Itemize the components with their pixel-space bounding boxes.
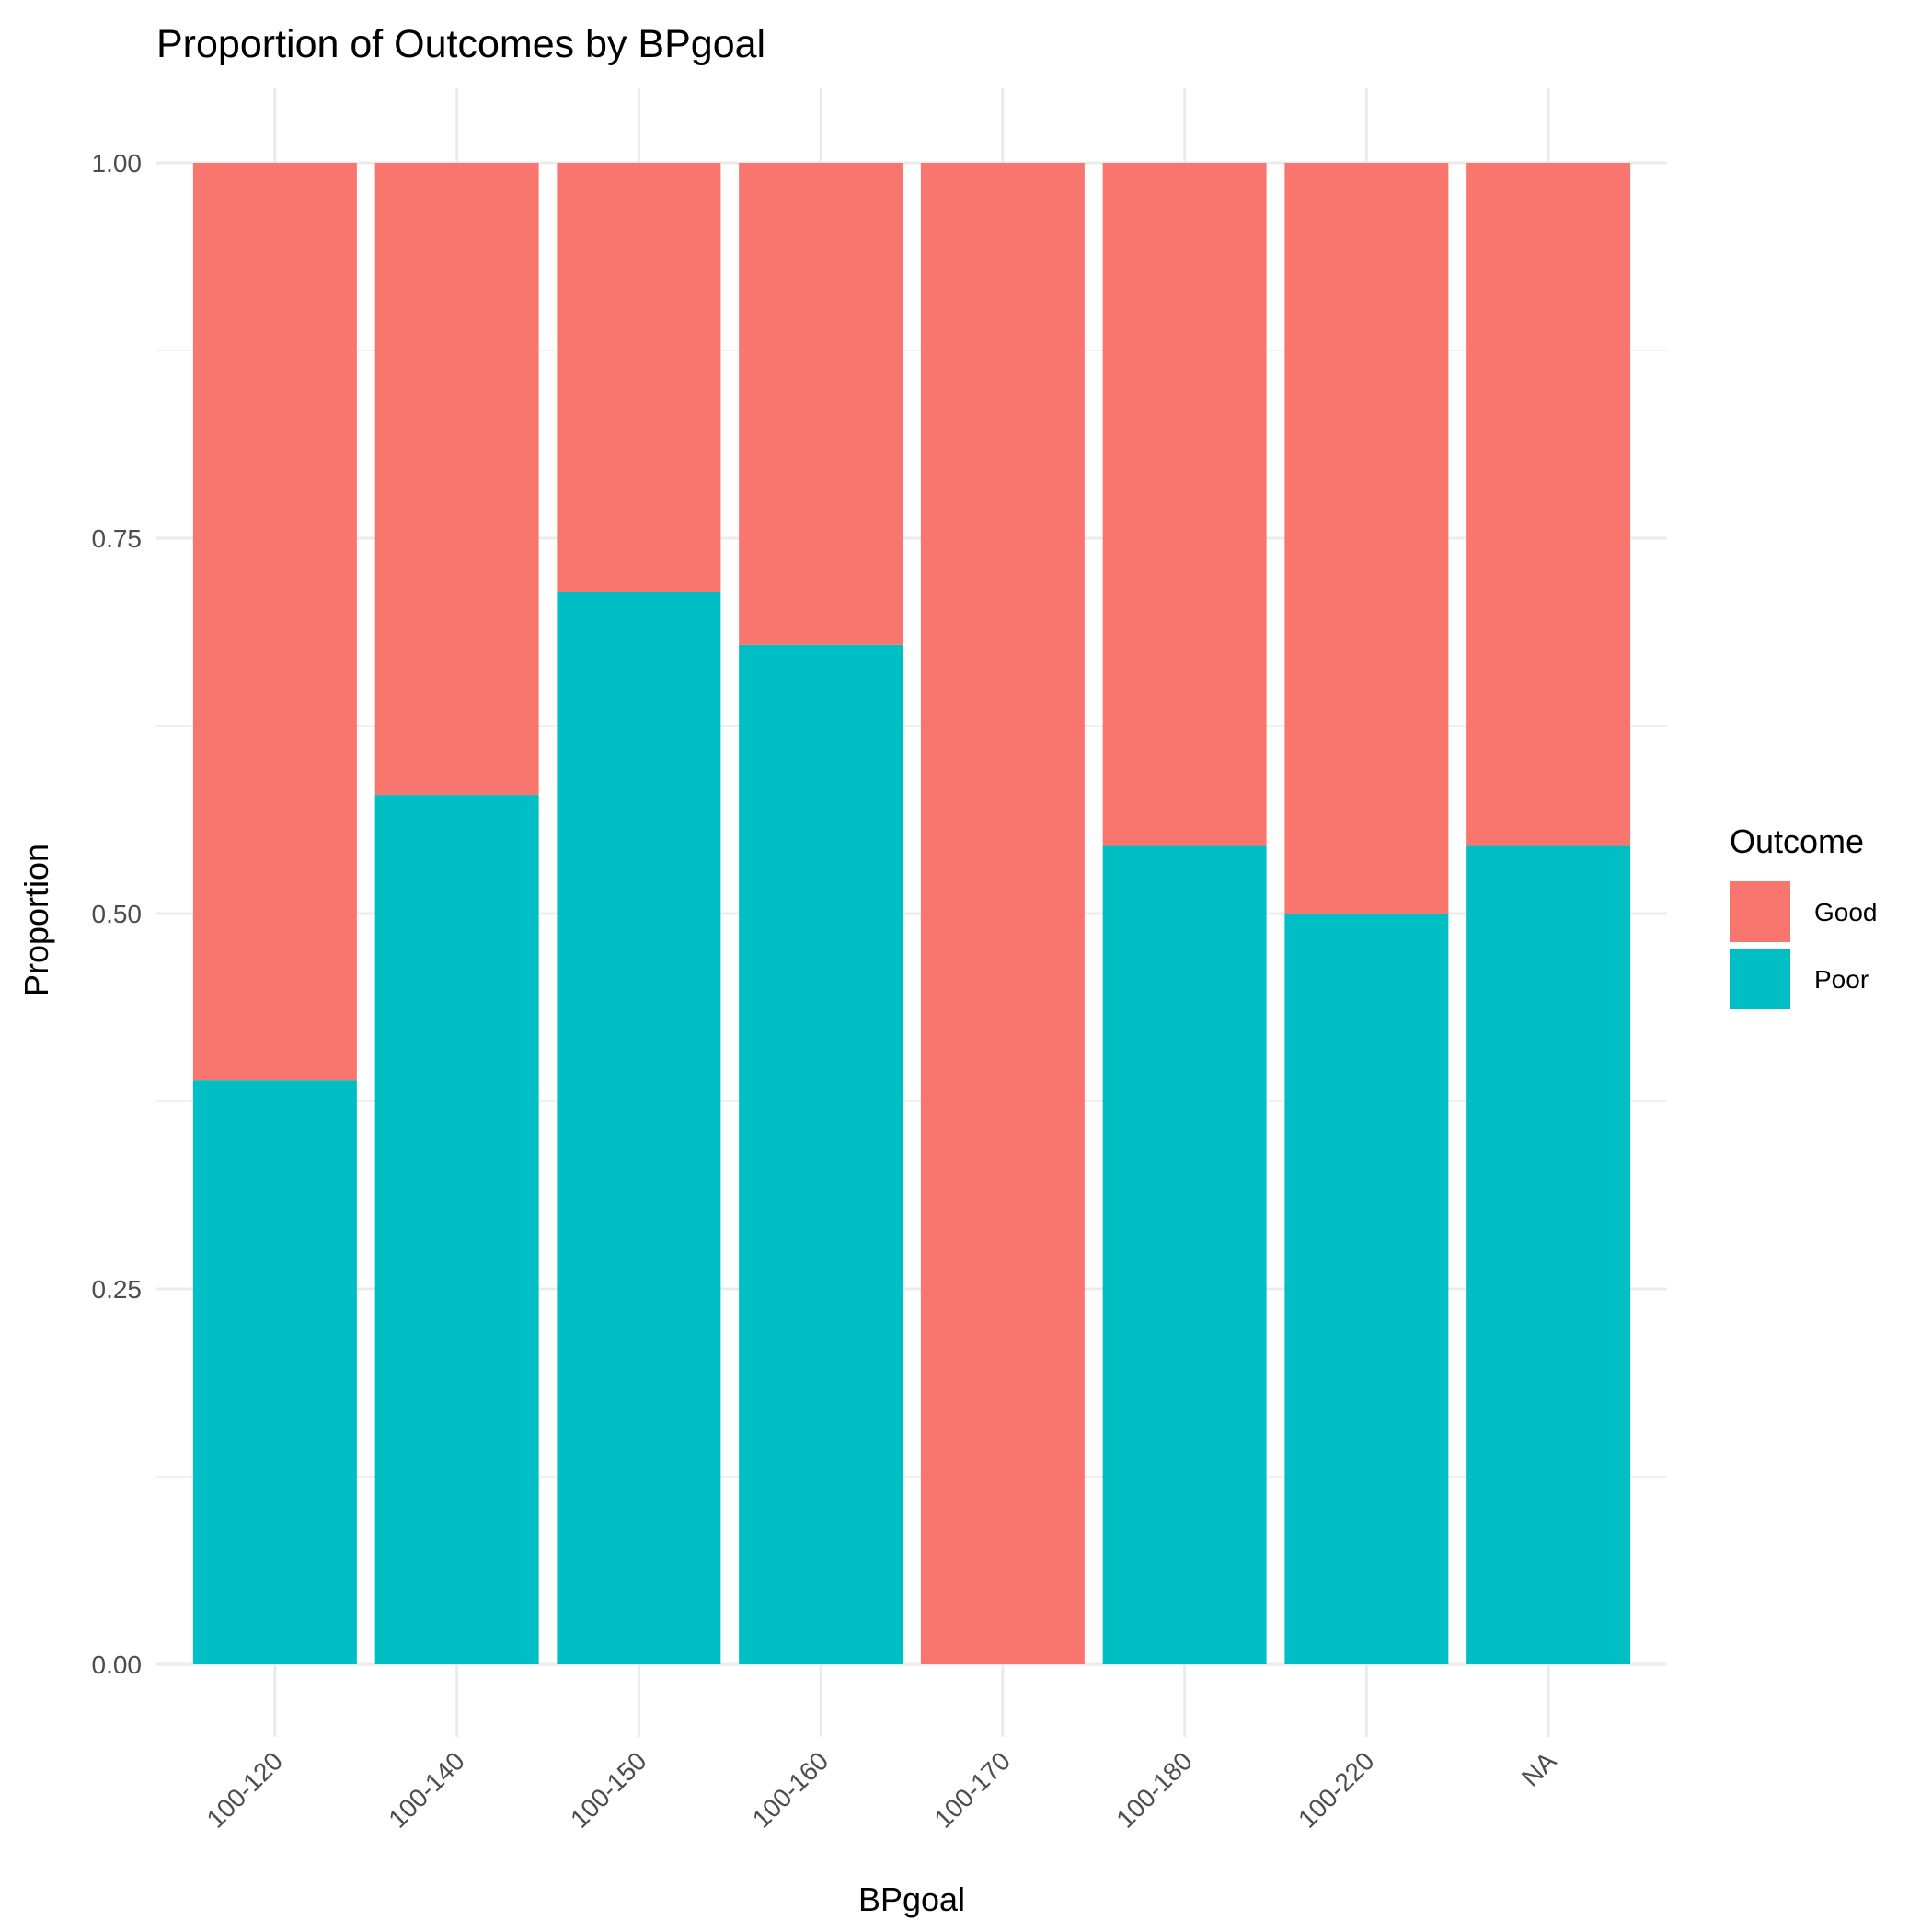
legend: Outcome Good Poor xyxy=(1730,822,1878,1009)
y-tick-label: 0.75 xyxy=(92,524,143,553)
y-tick-label: 0.50 xyxy=(92,900,143,928)
bar-good-na xyxy=(1466,163,1631,846)
x-tick-label: 100-140 xyxy=(383,1746,470,1834)
bar-good-100-220 xyxy=(1284,163,1449,914)
x-tick-label: 100-220 xyxy=(1293,1746,1380,1834)
bar-poor-na xyxy=(1466,845,1631,1664)
legend-label-poor: Poor xyxy=(1814,965,1869,994)
y-axis-ticks: 0.00 0.25 0.50 0.75 1.00 xyxy=(92,149,143,1679)
x-axis-title: BPgoal xyxy=(858,1880,965,1918)
legend-title: Outcome xyxy=(1730,822,1864,860)
x-tick-label: 100-120 xyxy=(201,1746,289,1834)
bars xyxy=(192,163,1631,1665)
bar-poor-100-150 xyxy=(557,592,721,1665)
legend-label-good: Good xyxy=(1814,898,1878,926)
bar-poor-100-140 xyxy=(374,795,539,1664)
x-tick-label: 100-170 xyxy=(929,1746,1017,1834)
bar-good-100-150 xyxy=(557,163,721,592)
bar-good-100-180 xyxy=(1102,163,1267,846)
x-tick-label: NA xyxy=(1516,1746,1562,1792)
bar-good-100-160 xyxy=(739,163,903,645)
x-axis-ticks: 100-120 100-140 100-150 100-160 100-170 100-1… xyxy=(201,1746,1562,1834)
chart-title: Proportion of Outcomes by BPgoal xyxy=(156,22,765,66)
bar-poor-100-120 xyxy=(192,1080,357,1664)
x-tick-label: 100-180 xyxy=(1110,1746,1198,1834)
y-tick-label: 0.25 xyxy=(92,1275,143,1304)
legend-key-good xyxy=(1730,881,1790,942)
x-tick-label: 100-150 xyxy=(565,1746,652,1834)
bar-good-100-170 xyxy=(920,163,1085,1664)
bar-poor-100-160 xyxy=(739,644,903,1664)
bar-good-100-140 xyxy=(374,163,539,796)
y-tick-label: 1.00 xyxy=(92,149,143,178)
bar-poor-100-220 xyxy=(1284,914,1449,1664)
bar-good-100-120 xyxy=(192,163,357,1081)
y-axis-title: Proportion xyxy=(17,844,55,996)
bar-poor-100-180 xyxy=(1102,845,1267,1664)
y-tick-label: 0.00 xyxy=(92,1650,143,1679)
x-tick-label: 100-160 xyxy=(747,1746,834,1834)
legend-key-poor xyxy=(1730,949,1790,1009)
